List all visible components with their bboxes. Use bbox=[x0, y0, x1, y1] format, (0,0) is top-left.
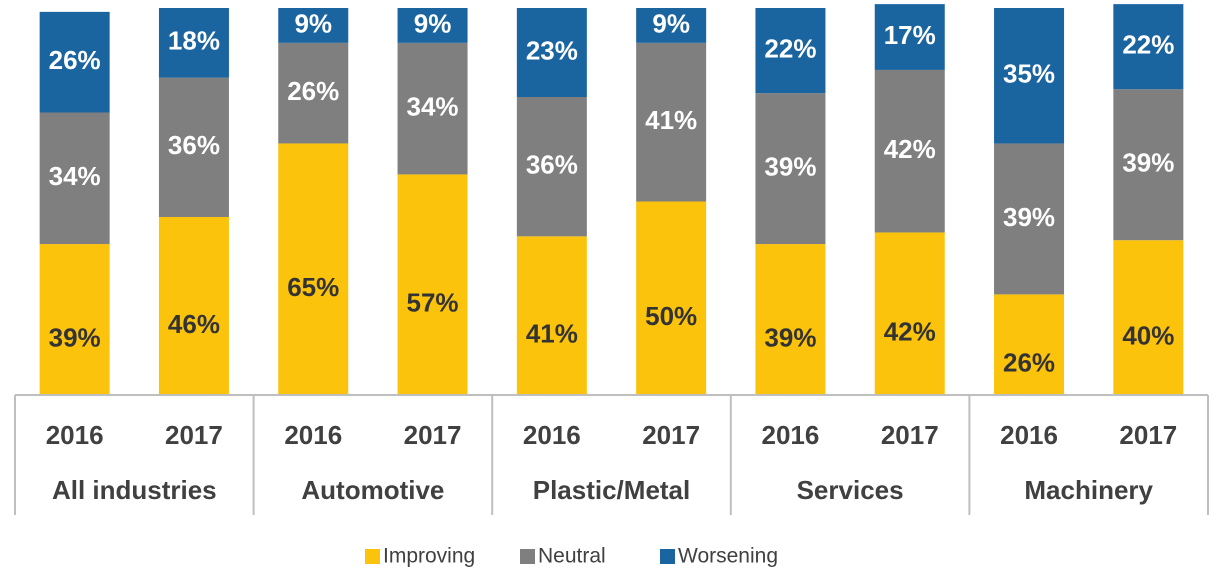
x-tick-label: 2017 bbox=[1119, 420, 1177, 450]
value-label: 36% bbox=[526, 150, 578, 180]
x-tick-label: 2017 bbox=[165, 420, 223, 450]
legend-swatch bbox=[520, 549, 535, 564]
legend-swatch bbox=[365, 549, 380, 564]
bar-segment bbox=[397, 8, 468, 43]
x-tick-label: 2016 bbox=[523, 420, 581, 450]
value-label: 26% bbox=[1003, 348, 1055, 378]
x-tick-label: 2017 bbox=[642, 420, 700, 450]
value-label: 35% bbox=[1003, 59, 1055, 89]
x-tick-label: 2016 bbox=[284, 420, 342, 450]
bar-segment bbox=[1113, 240, 1184, 395]
value-label: 23% bbox=[526, 35, 578, 65]
value-label: 46% bbox=[168, 309, 220, 339]
bar-segment bbox=[39, 11, 110, 113]
value-label: 34% bbox=[49, 161, 101, 191]
bar-segment bbox=[755, 93, 826, 245]
legend-swatch bbox=[660, 549, 675, 564]
value-label: 42% bbox=[884, 134, 936, 164]
bar-segment bbox=[516, 97, 587, 237]
value-label: 39% bbox=[1122, 148, 1174, 178]
value-label: 42% bbox=[884, 317, 936, 347]
value-label: 9% bbox=[414, 8, 452, 38]
value-label: 39% bbox=[764, 322, 816, 352]
value-label: 18% bbox=[168, 26, 220, 56]
value-label: 26% bbox=[49, 45, 101, 75]
value-label: 39% bbox=[49, 322, 101, 352]
bar-segment bbox=[874, 232, 945, 395]
value-label: 9% bbox=[652, 8, 690, 38]
bar-segment bbox=[397, 174, 468, 395]
bar-segment bbox=[158, 216, 229, 395]
value-label: 22% bbox=[764, 33, 816, 63]
bar-segment bbox=[39, 112, 110, 245]
bar-segment bbox=[397, 42, 468, 175]
bar-segment bbox=[1113, 89, 1184, 241]
value-label: 22% bbox=[1122, 30, 1174, 60]
bar-segment bbox=[516, 236, 587, 395]
value-label: 39% bbox=[764, 151, 816, 181]
bar-segment bbox=[516, 8, 587, 98]
value-label: 57% bbox=[407, 288, 459, 318]
group-label: Automotive bbox=[301, 475, 444, 505]
value-label: 41% bbox=[526, 319, 578, 349]
bar-segment bbox=[755, 8, 826, 94]
x-tick-label: 2016 bbox=[762, 420, 820, 450]
value-label: 17% bbox=[884, 20, 936, 50]
value-label: 34% bbox=[407, 91, 459, 121]
bar-segment bbox=[636, 42, 707, 202]
bar-segment bbox=[158, 77, 229, 217]
bar-segment bbox=[994, 294, 1065, 395]
group-label: Plastic/Metal bbox=[533, 475, 691, 505]
bar-segment bbox=[636, 8, 707, 43]
bar-segment bbox=[278, 42, 349, 144]
bar-segment bbox=[755, 244, 826, 395]
bar-segment bbox=[1113, 4, 1184, 90]
bar-segment bbox=[636, 201, 707, 395]
group-label: Machinery bbox=[1024, 475, 1153, 505]
x-tick-label: 2016 bbox=[46, 420, 104, 450]
bar-segment bbox=[158, 8, 229, 78]
value-label: 41% bbox=[645, 105, 697, 135]
value-label: 36% bbox=[168, 130, 220, 160]
group-label: All industries bbox=[52, 475, 217, 505]
group-label: Services bbox=[797, 475, 904, 505]
x-tick-label: 2017 bbox=[881, 420, 939, 450]
legend-label: Improving bbox=[383, 545, 475, 568]
bar-segment bbox=[39, 244, 110, 395]
bar-segment bbox=[874, 69, 945, 233]
value-label: 9% bbox=[294, 8, 332, 38]
legend-label: Worsening bbox=[678, 545, 778, 568]
value-label: 50% bbox=[645, 301, 697, 331]
legend-label: Neutral bbox=[538, 545, 606, 568]
bar-segment bbox=[278, 143, 349, 395]
value-label: 40% bbox=[1122, 320, 1174, 350]
bar-segment bbox=[994, 143, 1065, 295]
value-label: 65% bbox=[287, 272, 339, 302]
value-label: 39% bbox=[1003, 202, 1055, 232]
bar-segment bbox=[874, 4, 945, 70]
value-label: 26% bbox=[287, 76, 339, 106]
x-tick-label: 2017 bbox=[404, 420, 462, 450]
bar-segment bbox=[994, 8, 1065, 144]
x-tick-label: 2016 bbox=[1000, 420, 1058, 450]
bar-segment bbox=[278, 8, 349, 43]
